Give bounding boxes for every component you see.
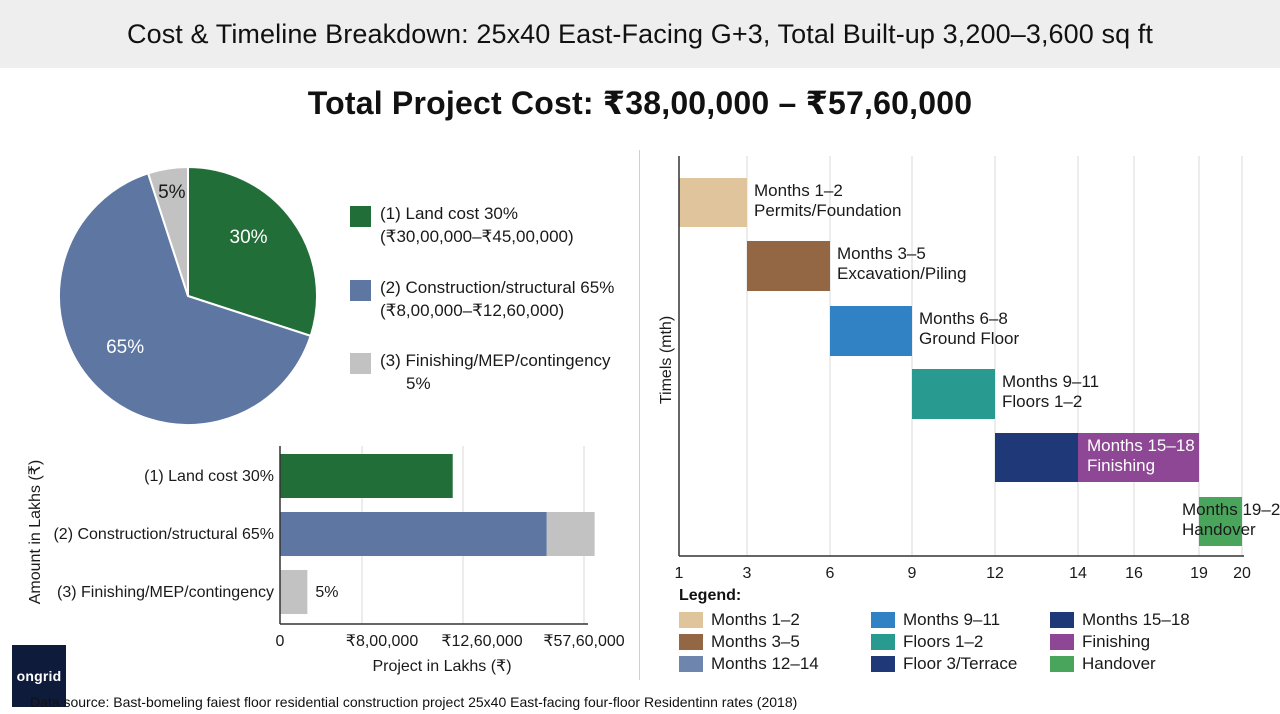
pie-legend-label-land: (1) Land cost 30% bbox=[380, 204, 518, 223]
pie-label-finishing: 5% bbox=[158, 182, 186, 203]
gantt-label-phase-2: Ground Floor bbox=[919, 329, 1019, 348]
timeline-legend-swatch bbox=[679, 656, 703, 672]
bar-category-finishing: (3) Finishing/MEP/contingency bbox=[57, 584, 274, 601]
gantt-bar-1 bbox=[747, 241, 830, 291]
gantt-label-period-1: Months 3–5 bbox=[837, 244, 926, 263]
pie-label-construction: 65% bbox=[106, 337, 144, 358]
pie-legend-range-land: (₹30,00,000–₹45,00,000) bbox=[380, 227, 574, 246]
timeline-legend-swatch bbox=[871, 634, 895, 650]
gantt-label-phase-5: Finishing bbox=[1087, 456, 1155, 475]
page-title: Cost & Timeline Breakdown: 25x40 East-Fa… bbox=[126, 18, 1154, 49]
bar-y-axis-label: Amount in Lakhs (₹) bbox=[27, 460, 44, 604]
gantt-label-period-6: Months 19–20 bbox=[1182, 500, 1280, 519]
timeline-legend-item: Floors 1–2 bbox=[871, 632, 983, 652]
gantt-label-period-2: Months 6–8 bbox=[919, 309, 1008, 328]
timeline-legend-item: Finishing bbox=[1050, 632, 1150, 652]
gantt-x-tick-14: 14 bbox=[1069, 565, 1087, 582]
gantt-bar-5 bbox=[1078, 433, 1199, 482]
bar-finishing-segment-0 bbox=[280, 570, 308, 614]
bar-category-land: (1) Land cost 30% bbox=[144, 468, 274, 485]
gantt-x-tick-20: 20 bbox=[1233, 565, 1251, 582]
timeline-legend-label: Months 1–2 bbox=[711, 610, 800, 629]
bar-land-segment-0 bbox=[280, 454, 453, 498]
ongrid-logo: ongrid bbox=[12, 645, 66, 707]
timeline-legend-item: Months 9–11 bbox=[871, 610, 1000, 630]
gantt-bar-6 bbox=[1199, 497, 1242, 546]
pie-legend-swatch-finishing bbox=[350, 353, 371, 374]
bar-annotation-finishing: 5% bbox=[315, 584, 338, 601]
bar-x-tick-2: ₹12,60,000 bbox=[441, 633, 522, 650]
timeline-legend-label: Months 3–5 bbox=[711, 632, 800, 651]
gantt-label-phase-1: Excavation/Piling bbox=[837, 264, 966, 283]
cost-bar-chart: (1) Land cost 30% (2) Construction/struct… bbox=[27, 446, 625, 675]
timeline-legend-item: Floor 3/Terrace bbox=[871, 654, 1017, 674]
timeline-legend-label: Months 9–11 bbox=[903, 610, 1001, 629]
gantt-label-phase-3: Floors 1–2 bbox=[1002, 392, 1082, 411]
gantt-x-tick-16: 16 bbox=[1125, 565, 1143, 582]
gantt-bar-2 bbox=[830, 306, 912, 356]
timeline-legend-item: Months 3–5 bbox=[679, 632, 800, 652]
bar-construction-segment-1 bbox=[546, 512, 595, 556]
bar-x-axis-label: Project in Lakhs (₹) bbox=[372, 658, 511, 675]
gantt-bar-0 bbox=[679, 178, 747, 227]
gantt-x-tick-12: 12 bbox=[986, 565, 1004, 582]
logo-text: ongrid bbox=[16, 668, 62, 684]
pie-legend-label-construction: (2) Construction/structural 65% bbox=[380, 278, 615, 297]
timeline-legend-swatch bbox=[1050, 634, 1074, 650]
timeline-legend-label: Months 15–18 bbox=[1082, 610, 1190, 629]
gantt-label-period-5: Months 15–18 bbox=[1087, 436, 1195, 455]
gantt-bar-3 bbox=[912, 369, 995, 419]
pie-legend-swatch-land bbox=[350, 206, 371, 227]
gantt-x-tick-3: 3 bbox=[743, 565, 752, 582]
pie-legend-text-land: (1) Land cost 30% (₹30,00,000–₹45,00,000… bbox=[380, 202, 574, 248]
bar-x-tick-0: 0 bbox=[276, 633, 285, 650]
bar-x-tick-1: ₹8,00,000 bbox=[346, 633, 419, 650]
timeline-legend-label: Floor 3/Terrace bbox=[903, 654, 1018, 673]
bar-x-tick-3: ₹57,60,000 bbox=[543, 633, 624, 650]
timeline-legend-label: Finishing bbox=[1082, 632, 1151, 651]
total-project-cost: Total Project Cost: ₹38,00,000 – ₹57,60,… bbox=[307, 85, 973, 121]
timeline-legend-item: Months 1–2 bbox=[679, 610, 800, 630]
gantt-bar-4 bbox=[995, 433, 1078, 482]
timeline-legend-label: Handover bbox=[1082, 654, 1156, 673]
gantt-x-tick-1: 1 bbox=[675, 565, 684, 582]
gantt-x-tick-9: 9 bbox=[908, 565, 917, 582]
gantt-label-period-3: Months 9–11 bbox=[1002, 372, 1099, 391]
pie-chart: 30% 65% 5% bbox=[58, 165, 318, 426]
pie-slice-construction bbox=[58, 172, 312, 426]
pie-legend-label-finishing: (3) Finishing/MEP/contingency bbox=[380, 351, 611, 370]
gantt-y-axis-label: Timels (mth) bbox=[658, 316, 675, 404]
gantt-label-phase-0: Permits/Foundation bbox=[754, 201, 901, 220]
timeline-legend-swatch bbox=[871, 612, 895, 628]
pie-legend-range-construction: (₹8,00,000–₹12,60,000) bbox=[380, 301, 565, 320]
pie-label-land: 30% bbox=[230, 227, 268, 248]
timeline-legend-label: Floors 1–2 bbox=[903, 632, 984, 651]
data-source-note: Data source: Bast-bomeling faiest floor … bbox=[30, 694, 798, 710]
pie-legend-text-finishing: (3) Finishing/MEP/contingency 5% bbox=[380, 349, 611, 395]
timeline-legend-swatch bbox=[679, 612, 703, 628]
bar-category-construction: (2) Construction/structural 65% bbox=[53, 526, 274, 543]
timeline-legend-item: Months 12–14 bbox=[679, 654, 819, 674]
gantt-x-tick-6: 6 bbox=[826, 565, 835, 582]
pie-legend-text-construction: (2) Construction/structural 65% (₹8,00,0… bbox=[380, 276, 614, 322]
gantt-label-period-0: Months 1–2 bbox=[754, 181, 843, 200]
timeline-legend-swatch bbox=[1050, 612, 1074, 628]
pie-slice-finishing bbox=[146, 165, 189, 297]
timeline-legend-swatch bbox=[1050, 656, 1074, 672]
panel-divider bbox=[639, 150, 640, 680]
bar-construction-segment-0 bbox=[280, 512, 547, 556]
gantt-label-phase-6: Handover bbox=[1182, 520, 1256, 539]
gantt-x-tick-19: 19 bbox=[1190, 565, 1208, 582]
timeline-legend-label: Months 12–14 bbox=[711, 654, 819, 673]
pie-slice-land bbox=[187, 165, 318, 338]
timeline-legend-title: Legend: bbox=[679, 587, 742, 604]
timeline-legend-swatch bbox=[679, 634, 703, 650]
timeline-legend-item: Handover bbox=[1050, 654, 1156, 674]
pie-legend-swatch-construction bbox=[350, 280, 371, 301]
timeline-legend-swatch bbox=[871, 656, 895, 672]
pie-legend-range-finishing: 5% bbox=[406, 374, 431, 393]
header-bar: Cost & Timeline Breakdown: 25x40 East-Fa… bbox=[0, 0, 1280, 68]
timeline-legend-item: Months 15–18 bbox=[1050, 610, 1190, 630]
